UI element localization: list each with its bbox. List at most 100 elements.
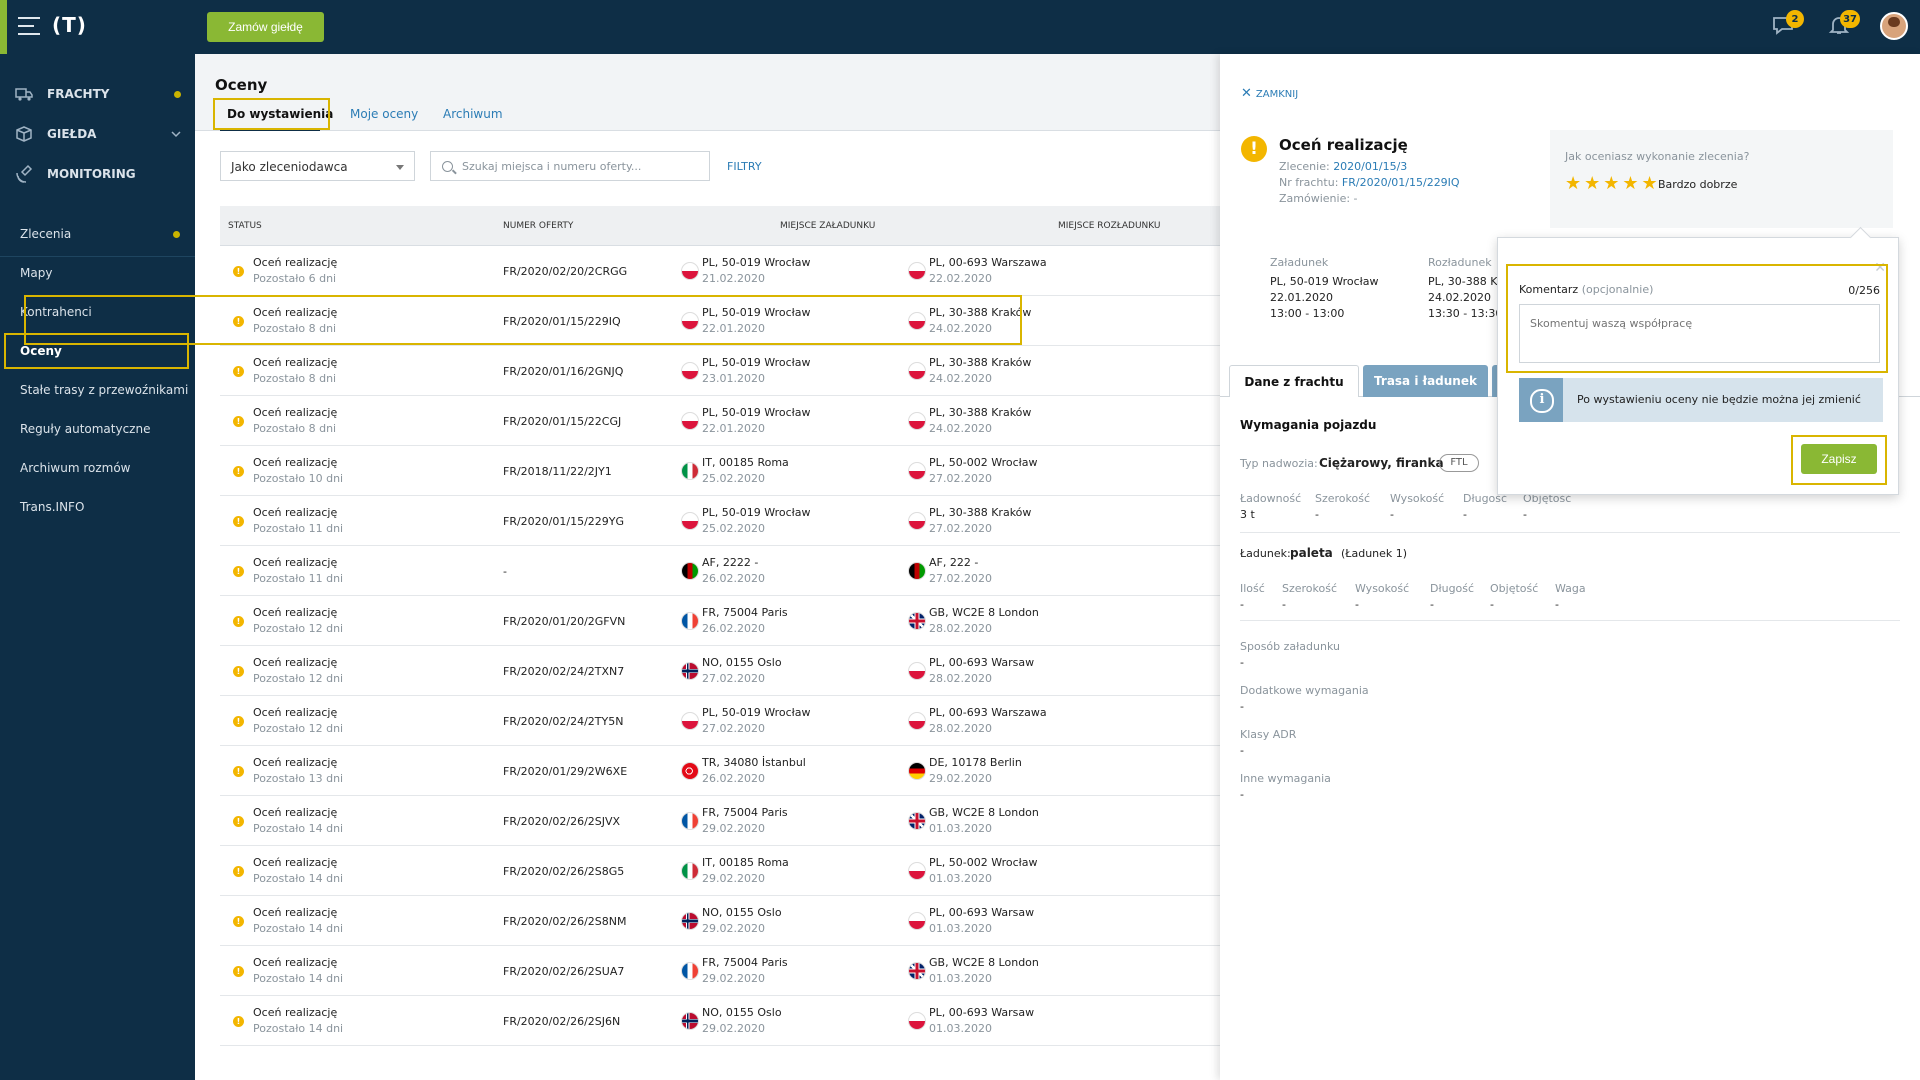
search-placeholder: Szukaj miejsca i numeru oferty...: [462, 160, 642, 173]
unload-place: GB, WC2E 8 London: [929, 806, 1039, 819]
load-date: 22.01.2020: [1270, 291, 1333, 304]
tab-trasa-i-ladunek[interactable]: Trasa i ładunek: [1363, 365, 1488, 397]
load-country-flag-icon: [681, 862, 699, 880]
logo[interactable]: (T): [52, 13, 87, 37]
sidebar-item-frachty[interactable]: FRACHTY: [0, 74, 195, 114]
table-row[interactable]: ! Oceń realizację Pozostało 8 dni FR/202…: [220, 347, 1220, 396]
sidebar-item-monitoring[interactable]: MONITORING: [0, 154, 195, 194]
sidebar-item-kontrahenci[interactable]: Kontrahenci: [20, 305, 92, 319]
user-avatar[interactable]: [1880, 12, 1908, 40]
tab-archiwum[interactable]: Archiwum: [443, 107, 503, 121]
order-exchange-button[interactable]: Zamów giełdę: [207, 12, 324, 42]
column-header-status[interactable]: STATUS: [228, 221, 262, 231]
remaining-days: Pozostało 10 dni: [253, 472, 344, 485]
notifications-badge: 37: [1840, 10, 1860, 28]
table-row[interactable]: ! Oceń realizację Pozostało 11 dni - AF,…: [220, 547, 1220, 596]
close-panel-link[interactable]: ✕ ZAMKNIJ: [1241, 86, 1298, 101]
table-row[interactable]: ! Oceń realizację Pozostało 12 dni FR/20…: [220, 597, 1220, 646]
load-date: 29.02.2020: [702, 822, 765, 835]
sidebar-item-zlecenia[interactable]: Zlecenia: [20, 227, 72, 241]
status-text: Oceń realizację: [253, 706, 338, 719]
remaining-days: Pozostało 8 dni: [253, 322, 337, 335]
tab-do-wystawienia[interactable]: Do wystawienia: [227, 107, 334, 121]
column-header-unloading[interactable]: MIEJSCE ROZŁADUNKU: [1058, 221, 1161, 231]
caret-down-icon: [396, 165, 404, 170]
body-type-label: Typ nadwozia:: [1240, 457, 1318, 470]
load-country-flag-icon: [681, 462, 699, 480]
comment-label-text: Komentarz: [1519, 283, 1579, 296]
load-date: 23.01.2020: [702, 372, 765, 385]
offer-number: FR/2020/02/26/2S8NM: [503, 915, 627, 928]
load-date: 27.02.2020: [702, 672, 765, 685]
offer-number: FR/2020/01/15/229YG: [503, 515, 625, 528]
unload-place: PL, 50-002 Wrocław: [929, 856, 1038, 869]
popup-close-icon[interactable]: ✕: [1874, 260, 1886, 276]
purchase-value: -: [1353, 192, 1358, 205]
table-row[interactable]: ! Oceń realizację Pozostało 8 dni FR/202…: [220, 297, 1220, 346]
hamburger-menu-icon[interactable]: [18, 17, 40, 35]
messages-badge: 2: [1786, 10, 1804, 28]
sidebar-item-mapy[interactable]: Mapy: [20, 266, 53, 280]
table-row[interactable]: ! Oceń realizację Pozostało 14 dni FR/20…: [220, 797, 1220, 846]
table-row[interactable]: ! Oceń realizację Pozostało 14 dni FR/20…: [220, 847, 1220, 896]
warning-icon: !: [233, 1016, 244, 1027]
role-select[interactable]: Jako zleceniodawca: [220, 151, 415, 181]
sidebar-item-oceny[interactable]: Oceny: [20, 344, 62, 358]
comment-textarea[interactable]: [1519, 304, 1880, 363]
sidebar-item-reguly[interactable]: Reguły automatyczne: [20, 422, 151, 436]
remaining-days: Pozostało 14 dni: [253, 1022, 344, 1035]
load-country-flag-icon: [681, 962, 699, 980]
unload-date: 01.03.2020: [929, 872, 992, 885]
remaining-days: Pozostało 6 dni: [253, 272, 337, 285]
warning-icon: !: [233, 266, 244, 277]
load-place: FR, 75004 Paris: [702, 806, 788, 819]
table-row[interactable]: ! Oceń realizację Pozostało 14 dni FR/20…: [220, 897, 1220, 946]
sidebar: FRACHTY GIEŁDA MONITORING Zlecenia Mapy …: [0, 54, 195, 1080]
body-type-value: Ciężarowy, firanka: [1319, 456, 1444, 470]
tab-moje-oceny[interactable]: Moje oceny: [350, 107, 419, 121]
save-button[interactable]: Zapisz: [1801, 444, 1877, 474]
info-icon: [1519, 378, 1563, 422]
load-place: FR, 75004 Paris: [702, 606, 788, 619]
tab-dane-z-frachtu[interactable]: Dane z frachtu: [1229, 365, 1359, 397]
rating-stars[interactable]: ★★★★★: [1565, 173, 1661, 194]
status-text: Oceń realizację: [253, 856, 338, 869]
unload-date: 28.02.2020: [929, 622, 992, 635]
order-line: Zlecenie: 2020/01/15/3: [1279, 160, 1407, 173]
table-row[interactable]: ! Oceń realizację Pozostało 11 dni FR/20…: [220, 497, 1220, 546]
table-row[interactable]: ! Oceń realizację Pozostało 10 dni FR/20…: [220, 447, 1220, 496]
table-row[interactable]: ! Oceń realizację Pozostało 12 dni FR/20…: [220, 647, 1220, 696]
table-row[interactable]: ! Oceń realizację Pozostało 14 dni FR/20…: [220, 997, 1220, 1046]
messages-icon[interactable]: 2: [1770, 10, 1804, 42]
close-label: ZAMKNIJ: [1255, 89, 1299, 100]
vehicle-spec-label: Objętość: [1523, 492, 1572, 505]
offer-number: FR/2020/02/20/2CRGG: [503, 265, 628, 278]
load-place: PL, 50-019 Wrocław: [1270, 275, 1379, 288]
status-text: Oceń realizację: [253, 356, 338, 369]
load-place: PL, 50-019 Wrocław: [702, 256, 811, 269]
table-row[interactable]: ! Oceń realizację Pozostało 6 dni FR/202…: [220, 247, 1220, 296]
filters-link[interactable]: FILTRY: [727, 160, 762, 173]
search-input[interactable]: Szukaj miejsca i numeru oferty...: [430, 151, 710, 181]
notifications-bell-icon[interactable]: 37: [1826, 10, 1860, 42]
sidebar-item-stale-trasy[interactable]: Stałe trasy z przewoźnikami: [20, 383, 189, 397]
table-row[interactable]: ! Oceń realizację Pozostało 8 dni FR/202…: [220, 397, 1220, 446]
sidebar-item-gielda[interactable]: GIEŁDA: [0, 114, 195, 154]
table-row[interactable]: ! Oceń realizację Pozostało 13 dni FR/20…: [220, 747, 1220, 796]
freight-link[interactable]: FR/2020/01/15/229IQ: [1341, 176, 1460, 189]
order-link[interactable]: 2020/01/15/3: [1333, 160, 1408, 173]
table-row[interactable]: ! Oceń realizację Pozostało 14 dni FR/20…: [220, 947, 1220, 996]
unload-country-flag-icon: [908, 562, 926, 580]
requirement-label: Inne wymagania: [1240, 772, 1331, 785]
cargo-spec-value: -: [1430, 598, 1434, 611]
offer-number: FR/2020/01/29/2W6XE: [503, 765, 628, 778]
sidebar-item-archiwum-rozmow[interactable]: Archiwum rozmów: [20, 461, 131, 475]
unload-date: 27.02.2020: [929, 472, 992, 485]
table-header: STATUS NUMER OFERTY MIEJSCE ZAŁADUNKU MI…: [220, 206, 1220, 246]
rating-box: Jak oceniasz wykonanie zlecenia? ★★★★★ B…: [1550, 130, 1893, 228]
column-header-number[interactable]: NUMER OFERTY: [503, 221, 574, 231]
table-row[interactable]: ! Oceń realizację Pozostało 12 dni FR/20…: [220, 697, 1220, 746]
column-header-loading[interactable]: MIEJSCE ZAŁADUNKU: [780, 221, 876, 231]
status-text: Oceń realizację: [253, 606, 338, 619]
sidebar-item-trans-info[interactable]: Trans.INFO: [20, 500, 85, 514]
